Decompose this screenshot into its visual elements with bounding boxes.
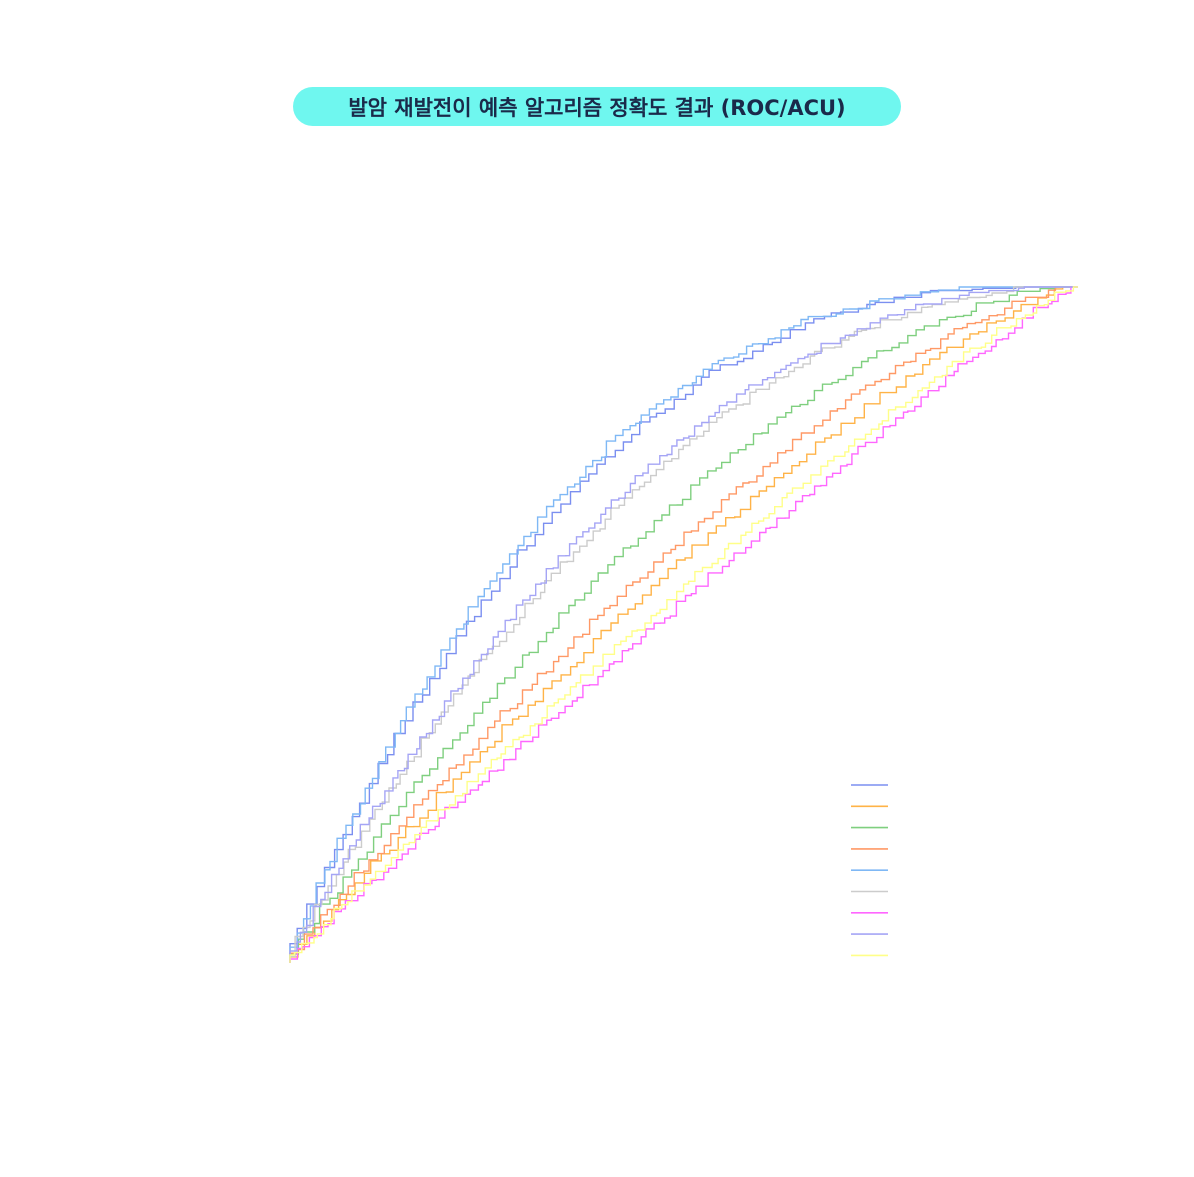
chart-title-pill: 발암 재발전이 예측 알고리즘 정확도 결과 (ROC/ACU)	[293, 87, 901, 126]
chart-title: 발암 재발전이 예측 알고리즘 정확도 결과 (ROC/ACU)	[348, 95, 846, 120]
roc-series-line-3	[289, 286, 1078, 963]
roc-series-line-2	[289, 286, 1078, 963]
roc-series-line-5	[289, 286, 1078, 963]
roc-curves	[289, 286, 1078, 963]
legend	[851, 784, 888, 957]
roc-series-line-6	[289, 286, 1078, 963]
roc-series-line-7	[289, 286, 1078, 963]
roc-series-line-1	[289, 286, 1078, 963]
roc-series-line-9	[289, 286, 1078, 963]
roc-series-line-4	[289, 286, 1078, 963]
roc-series-line-8	[289, 286, 1078, 963]
